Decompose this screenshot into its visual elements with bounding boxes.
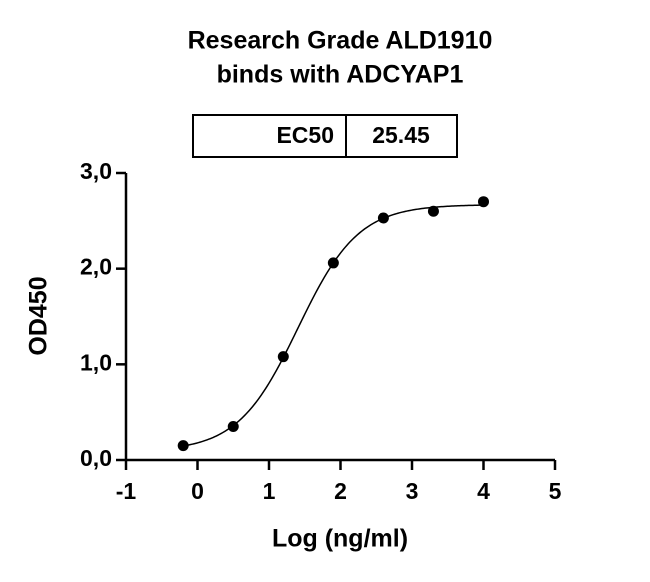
data-point: [327, 257, 339, 269]
x-tick-label: -1: [116, 478, 137, 504]
data-point: [478, 196, 489, 208]
y-tick-label: 0,0: [80, 445, 112, 471]
data-point: [227, 421, 239, 433]
x-tick-label: 2: [334, 478, 347, 504]
x-tick-label: 4: [477, 478, 490, 504]
fit-curve: [183, 204, 484, 447]
data-point: [277, 351, 289, 363]
data-point: [177, 440, 189, 452]
ec50-label: EC50: [276, 122, 334, 148]
x-tick-label: 3: [406, 478, 419, 504]
data-point: [427, 205, 439, 217]
x-axis-label: Log (ng/ml): [272, 525, 408, 553]
chart-title: Research Grade ALD1910: [188, 27, 493, 55]
data-point: [377, 212, 389, 224]
x-tick-label: 1: [263, 478, 276, 504]
x-tick-label: 0: [191, 478, 204, 504]
y-tick-label: 1,0: [80, 349, 112, 375]
chart-title: binds with ADCYAP1: [217, 61, 464, 89]
ec50-value: 25.45: [372, 122, 430, 148]
y-tick-label: 2,0: [80, 254, 112, 280]
x-tick-label: 5: [549, 478, 562, 504]
ec50-box: [192, 114, 458, 158]
y-tick-label: 3,0: [80, 158, 112, 184]
y-axis-label: OD450: [25, 276, 53, 355]
